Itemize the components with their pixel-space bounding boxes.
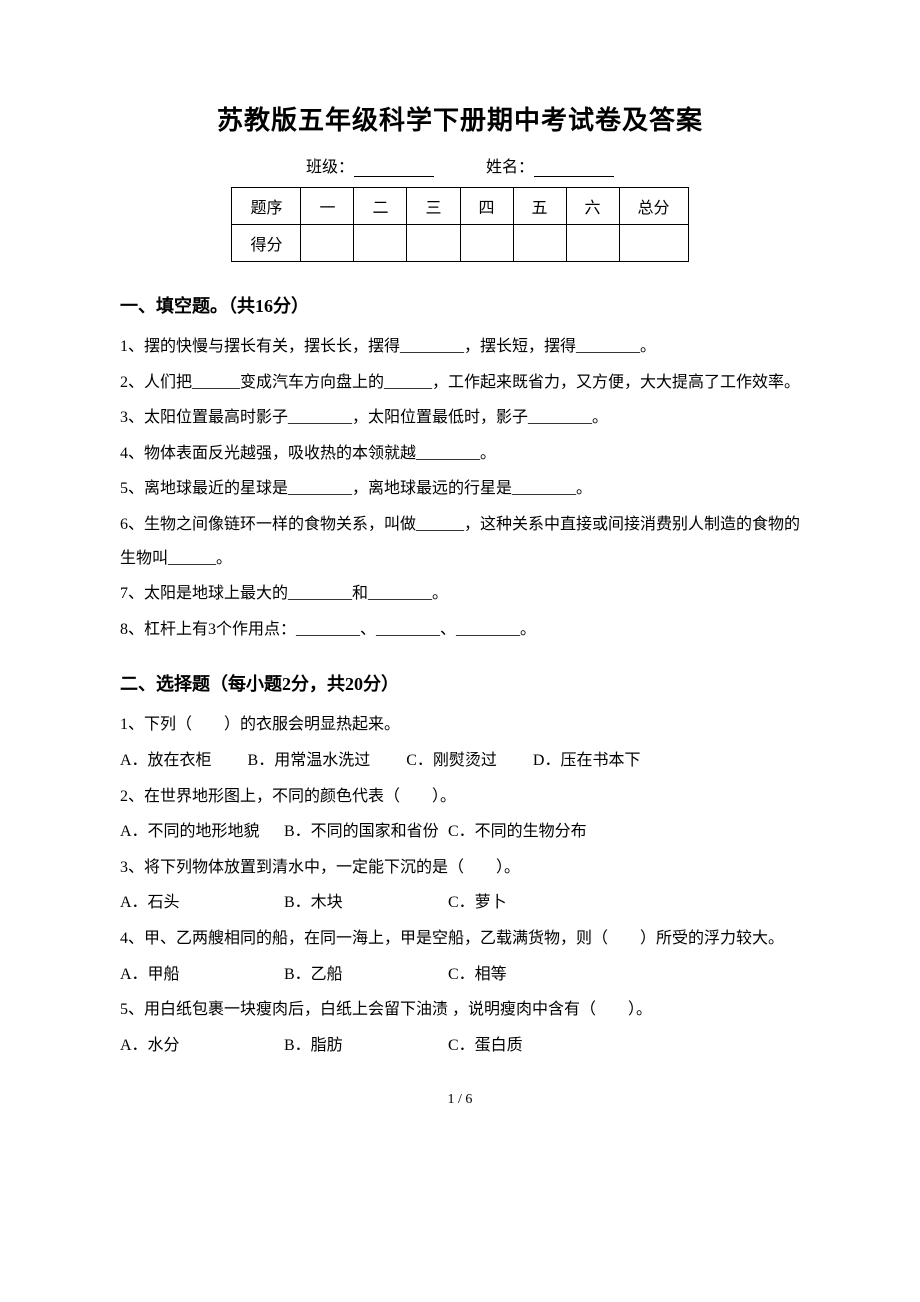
section1-header: 一、填空题。（共16分） xyxy=(120,292,800,318)
col-header: 六 xyxy=(566,188,619,225)
col-header: 总分 xyxy=(619,188,688,225)
section2-header: 二、选择题（每小题2分，共20分） xyxy=(120,670,800,696)
score-table: 题序 一 二 三 四 五 六 总分 得分 xyxy=(231,187,688,262)
q2-3: 3、将下列物体放置到清水中，一定能下沉的是（ ）。 xyxy=(120,851,800,885)
student-info: 班级： 姓名： xyxy=(120,153,800,177)
q2-5-opts: A．水分 B．脂肪 C．蛋白质 xyxy=(120,1029,800,1063)
col-header: 一 xyxy=(301,188,354,225)
q2-4: 4、甲、乙两艘相同的船，在同一海上，甲是空船，乙载满货物，则（ ）所受的浮力较大… xyxy=(120,922,800,956)
opt-c: C．不同的生物分布 xyxy=(448,815,608,849)
q2-4-opts: A．甲船 B．乙船 C．相等 xyxy=(120,958,800,992)
q2-1-opts: A．放在衣柜 B．用常温水洗过 C．刚熨烫过 D．压在书本下 xyxy=(120,744,800,778)
page-number: 1 / 6 xyxy=(120,1092,800,1108)
opt-a: A．甲船 xyxy=(120,958,280,992)
q1-6: 6、生物之间像链环一样的食物关系，叫做______，这种关系中直接或间接消费别人… xyxy=(120,508,800,575)
class-blank[interactable] xyxy=(354,161,434,177)
opt-c: C．萝卜 xyxy=(448,886,608,920)
q1-8: 8、杠杆上有3个作用点：________、________、________。 xyxy=(120,613,800,647)
opt-c: C．相等 xyxy=(448,958,608,992)
q2-5: 5、用白纸包裹一块瘦肉后，白纸上会留下油渍 ，说明瘦肉中含有（ ）。 xyxy=(120,993,800,1027)
q2-2: 2、在世界地形图上，不同的颜色代表（ ）。 xyxy=(120,780,800,814)
opt-b: B．乙船 xyxy=(284,958,444,992)
score-cell[interactable] xyxy=(619,225,688,262)
class-label: 班级： xyxy=(306,159,354,176)
table-score-row: 得分 xyxy=(232,225,688,262)
opt-a: A．不同的地形地貌 xyxy=(120,815,280,849)
exam-title: 苏教版五年级科学下册期中考试卷及答案 xyxy=(120,100,800,137)
q1-5: 5、离地球最近的星球是________，离地球最远的行星是________。 xyxy=(120,472,800,506)
score-cell[interactable] xyxy=(354,225,407,262)
q1-3: 3、太阳位置最高时影子________，太阳位置最低时，影子________。 xyxy=(120,401,800,435)
opt-a: A．石头 xyxy=(120,886,280,920)
opt-a: A．水分 xyxy=(120,1029,280,1063)
q2-2-opts: A．不同的地形地貌 B．不同的国家和省份 C．不同的生物分布 xyxy=(120,815,800,849)
col-header: 四 xyxy=(460,188,513,225)
q2-3-opts: A．石头 B．木块 C．萝卜 xyxy=(120,886,800,920)
q1-7: 7、太阳是地球上最大的________和________。 xyxy=(120,577,800,611)
name-label: 姓名： xyxy=(486,159,534,176)
col-header: 二 xyxy=(354,188,407,225)
q1-2: 2、人们把______变成汽车方向盘上的______，工作起来既省力，又方便，大… xyxy=(120,366,800,400)
score-cell[interactable] xyxy=(513,225,566,262)
q2-1: 1、下列（ ）的衣服会明显热起来。 xyxy=(120,708,800,742)
opt-c: C．蛋白质 xyxy=(448,1029,608,1063)
score-cell[interactable] xyxy=(301,225,354,262)
col-header: 三 xyxy=(407,188,460,225)
opt-b: B．不同的国家和省份 xyxy=(284,815,444,849)
col-header: 题序 xyxy=(232,188,301,225)
score-cell[interactable] xyxy=(460,225,513,262)
table-header-row: 题序 一 二 三 四 五 六 总分 xyxy=(232,188,688,225)
col-header: 五 xyxy=(513,188,566,225)
score-cell[interactable] xyxy=(407,225,460,262)
opt-b: B．脂肪 xyxy=(284,1029,444,1063)
row-label: 得分 xyxy=(232,225,301,262)
opt-b: B．木块 xyxy=(284,886,444,920)
score-cell[interactable] xyxy=(566,225,619,262)
q1-4: 4、物体表面反光越强，吸收热的本领就越________。 xyxy=(120,437,800,471)
q1-1: 1、摆的快慢与摆长有关，摆长长，摆得________，摆长短，摆得_______… xyxy=(120,330,800,364)
name-blank[interactable] xyxy=(534,161,614,177)
